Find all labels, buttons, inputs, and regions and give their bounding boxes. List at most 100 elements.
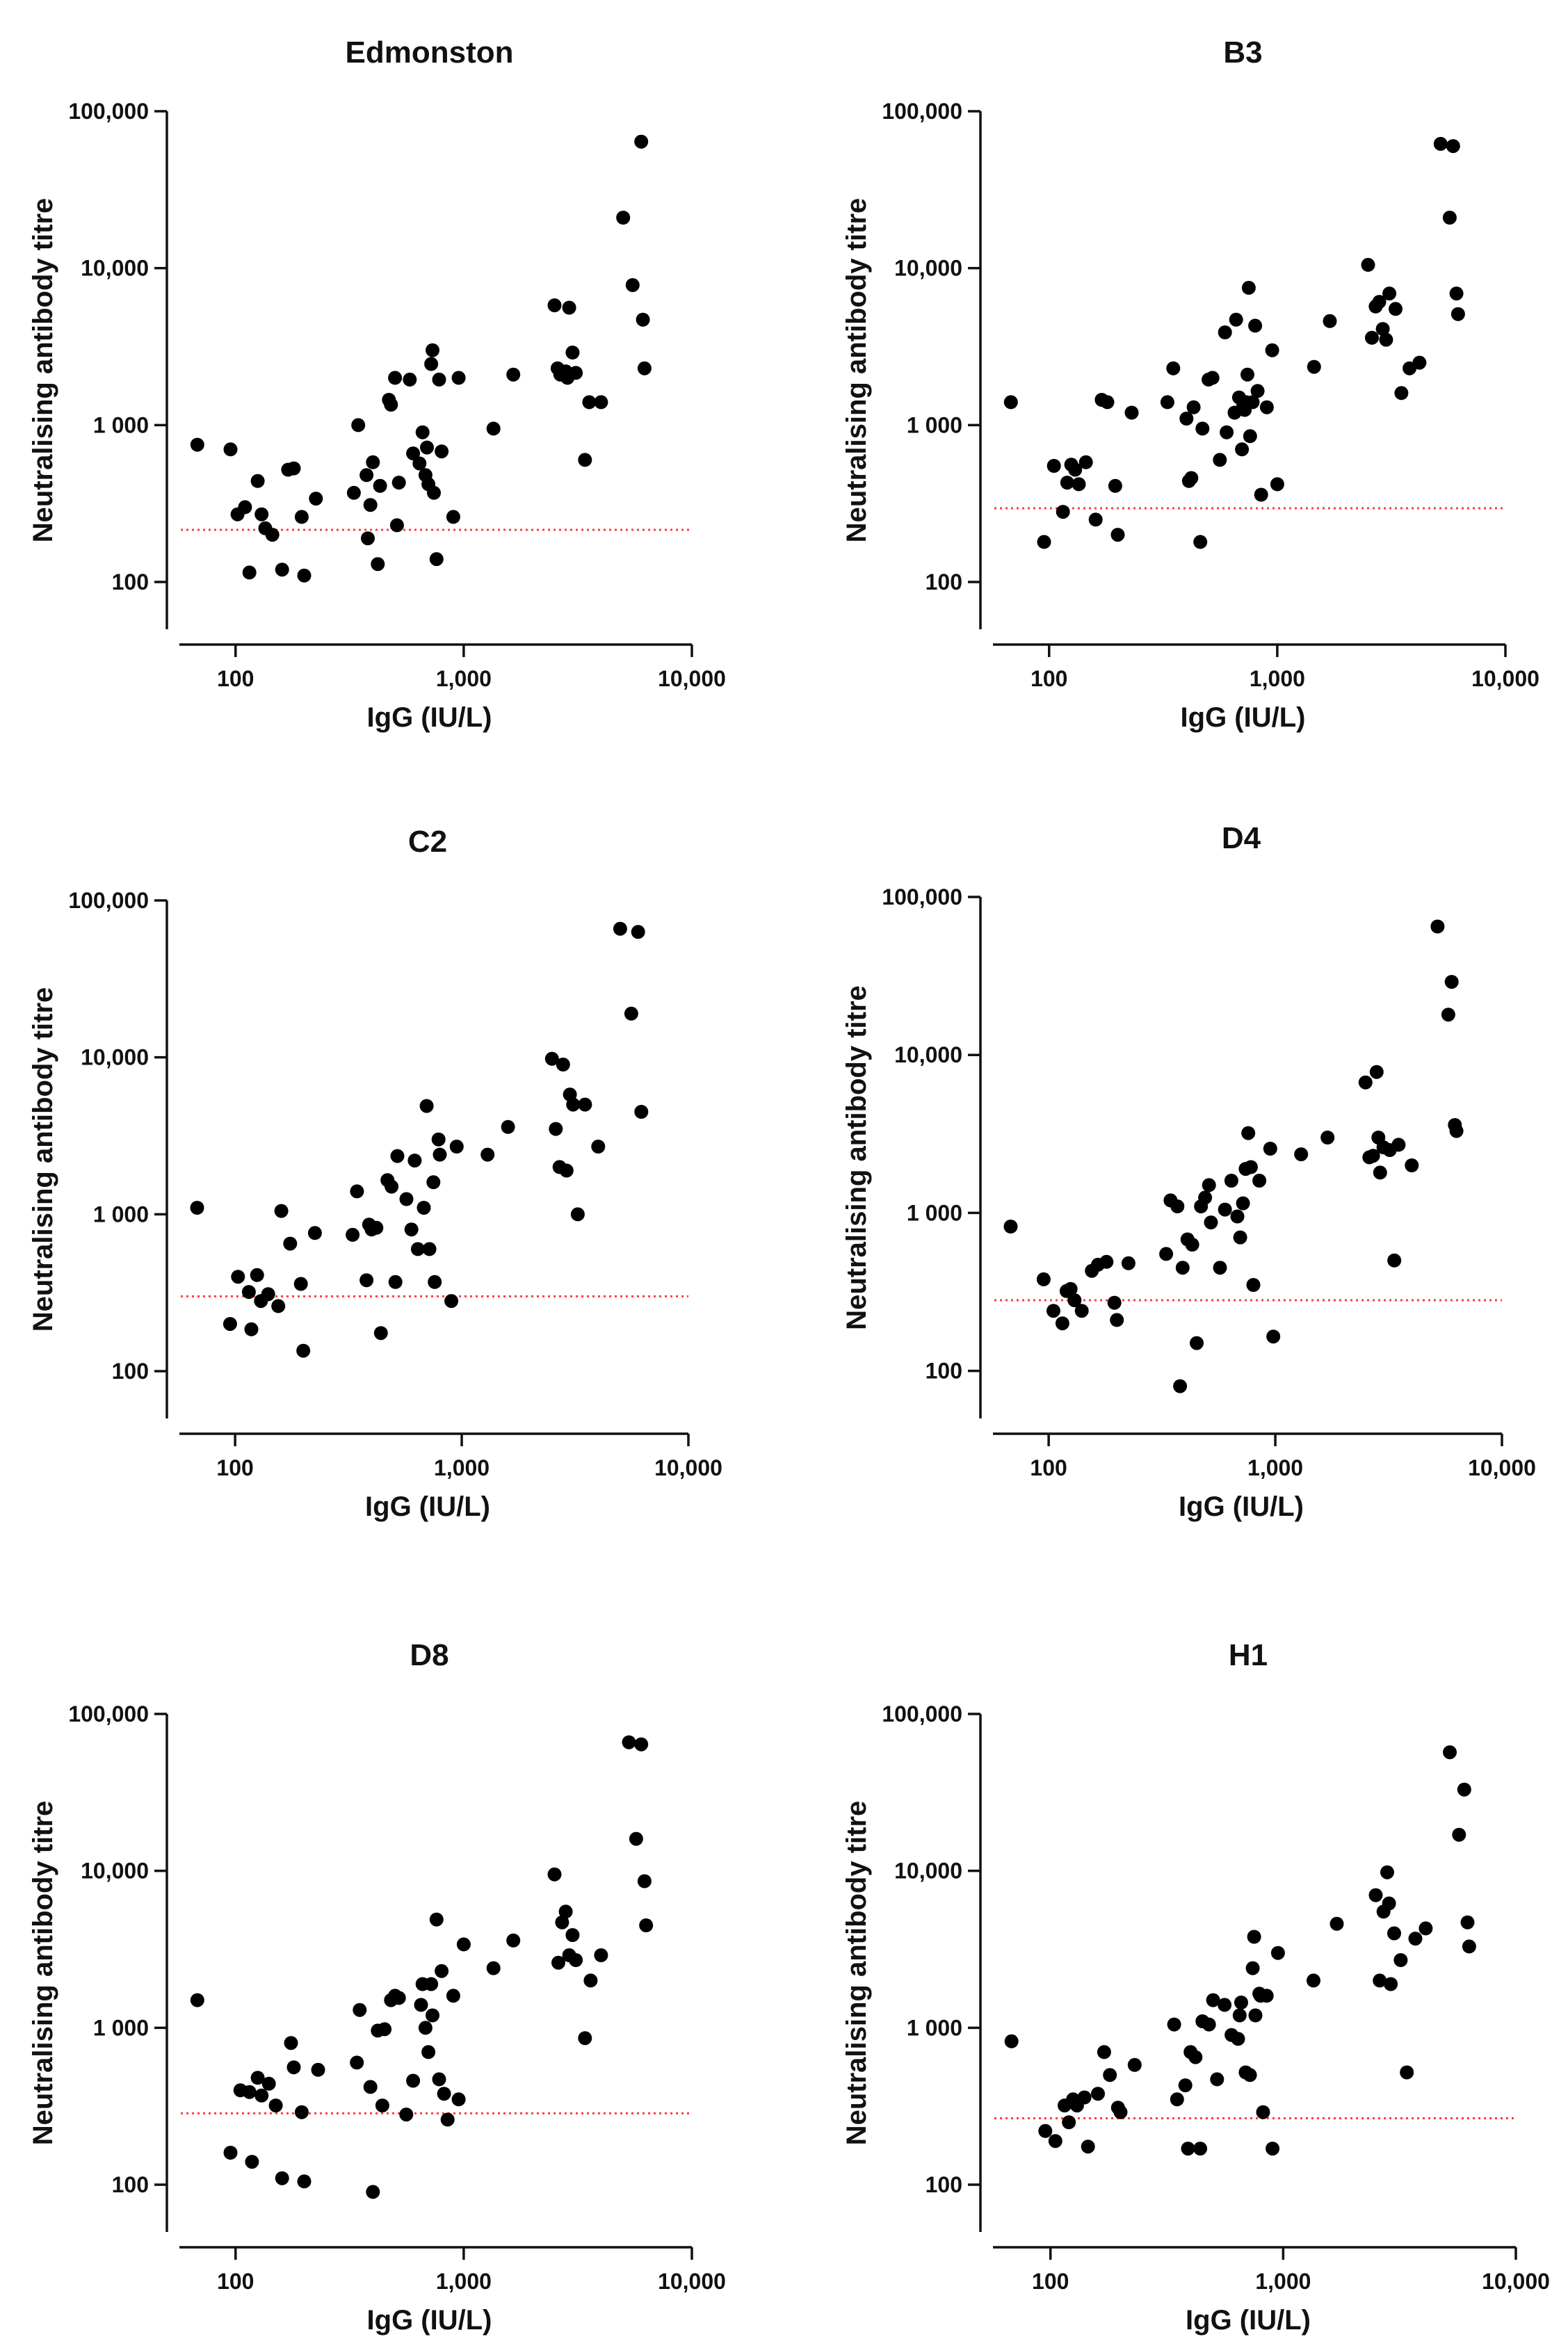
data-point	[1077, 2090, 1092, 2105]
data-point	[359, 1273, 374, 1288]
data-point	[1204, 1215, 1218, 1230]
data-point	[629, 1831, 643, 1846]
y-tick-label: 100,000	[882, 884, 962, 909]
data-point	[636, 312, 650, 327]
data-point	[412, 456, 427, 471]
data-point	[435, 1964, 449, 1978]
data-point	[1202, 1178, 1216, 1192]
data-point	[1460, 1915, 1475, 1930]
data-point	[415, 425, 430, 439]
data-point	[406, 2073, 421, 2088]
data-point	[591, 1140, 606, 1154]
data-point	[1307, 1973, 1320, 1988]
y-tick-label: 1 000	[907, 2015, 962, 2040]
data-point	[350, 2055, 364, 2070]
data-point	[1382, 1896, 1396, 1911]
data-point	[1205, 371, 1220, 385]
data-point	[350, 1184, 364, 1199]
data-point	[566, 1097, 581, 1112]
data-point	[1230, 1209, 1245, 1224]
data-point	[1387, 1926, 1401, 1941]
x-axis-label: IgG (IU/L)	[1181, 702, 1306, 733]
data-point	[419, 1099, 434, 1113]
data-point	[271, 1299, 286, 1313]
data-point	[407, 1154, 422, 1168]
chart-title: D4	[1222, 821, 1261, 855]
data-point	[1110, 1313, 1124, 1327]
chart-title: B3	[1223, 35, 1262, 70]
data-point	[1210, 2072, 1225, 2087]
data-point	[307, 1226, 322, 1240]
data-point	[275, 2171, 289, 2185]
data-point	[286, 2060, 301, 2075]
data-point	[1181, 2142, 1195, 2156]
data-point	[565, 1928, 580, 1942]
y-tick-label: 100	[112, 1359, 149, 1384]
data-point	[1036, 1272, 1051, 1286]
data-point	[1256, 2105, 1270, 2119]
chart-panel-4: D4 100 1 000 10,000 100,000 100 1,000 10,000 IgG…	[841, 821, 1536, 1522]
data-point	[582, 395, 597, 410]
x-axis-label: IgG (IU/L)	[1186, 2305, 1311, 2336]
data-point	[1193, 2142, 1208, 2156]
data-point	[1173, 1379, 1188, 1393]
y-axis-label: Neutralising antibody titre	[28, 1801, 58, 2146]
y-tick-label: 1 000	[907, 412, 962, 437]
data-point	[616, 211, 631, 225]
data-point	[385, 1179, 399, 1194]
data-point	[594, 1948, 608, 1962]
data-point	[238, 500, 252, 515]
data-point	[1241, 1126, 1256, 1140]
data-point	[1457, 1782, 1471, 1797]
x-tick-label: 100	[1030, 1455, 1067, 1480]
y-axis-label: Neutralising antibody titre	[841, 985, 872, 1330]
data-point	[1444, 975, 1459, 989]
data-point	[375, 2098, 389, 2113]
data-point	[1056, 505, 1070, 519]
data-point	[190, 1993, 204, 2007]
data-point	[432, 2072, 446, 2087]
data-point	[1452, 1827, 1466, 1842]
data-point	[559, 1163, 574, 1178]
data-point	[1067, 1293, 1082, 1307]
data-point	[250, 474, 265, 488]
data-point	[426, 2008, 439, 2023]
data-point	[1368, 1888, 1383, 1902]
data-point	[418, 2021, 433, 2035]
data-point	[578, 1097, 592, 1112]
y-axis-label: Neutralising antibody titre	[841, 198, 872, 543]
data-point	[625, 278, 640, 292]
data-point	[421, 2045, 436, 2060]
y-axis-label: Neutralising antibody titre	[28, 987, 58, 1332]
data-point	[1188, 2050, 1203, 2064]
data-point	[1365, 330, 1379, 345]
data-point	[1186, 400, 1201, 414]
data-point	[1384, 1977, 1398, 1991]
y-tick-label: 100	[926, 569, 962, 594]
data-point	[1091, 2087, 1105, 2101]
data-point	[1270, 477, 1284, 492]
data-point	[583, 1973, 598, 1988]
data-point	[1003, 395, 1018, 410]
data-point	[1259, 1989, 1274, 2003]
data-point	[639, 1918, 654, 1932]
data-point	[1218, 1202, 1232, 1217]
data-point	[404, 1222, 419, 1237]
data-point	[244, 1322, 259, 1336]
data-point	[634, 134, 649, 149]
data-point	[1088, 512, 1103, 527]
data-point	[433, 1147, 447, 1162]
x-tick-label: 10,000	[1468, 1455, 1536, 1480]
data-point	[284, 2036, 298, 2050]
data-point	[594, 395, 608, 410]
data-point	[569, 366, 583, 380]
data-point	[634, 1737, 649, 1752]
data-point	[1393, 1953, 1408, 1967]
data-point	[363, 498, 378, 512]
data-point	[1372, 295, 1387, 309]
data-point	[1266, 1329, 1281, 1344]
data-point	[245, 2155, 259, 2169]
y-tick-label: 100	[112, 569, 149, 594]
y-tick-label: 100	[112, 2172, 149, 2197]
